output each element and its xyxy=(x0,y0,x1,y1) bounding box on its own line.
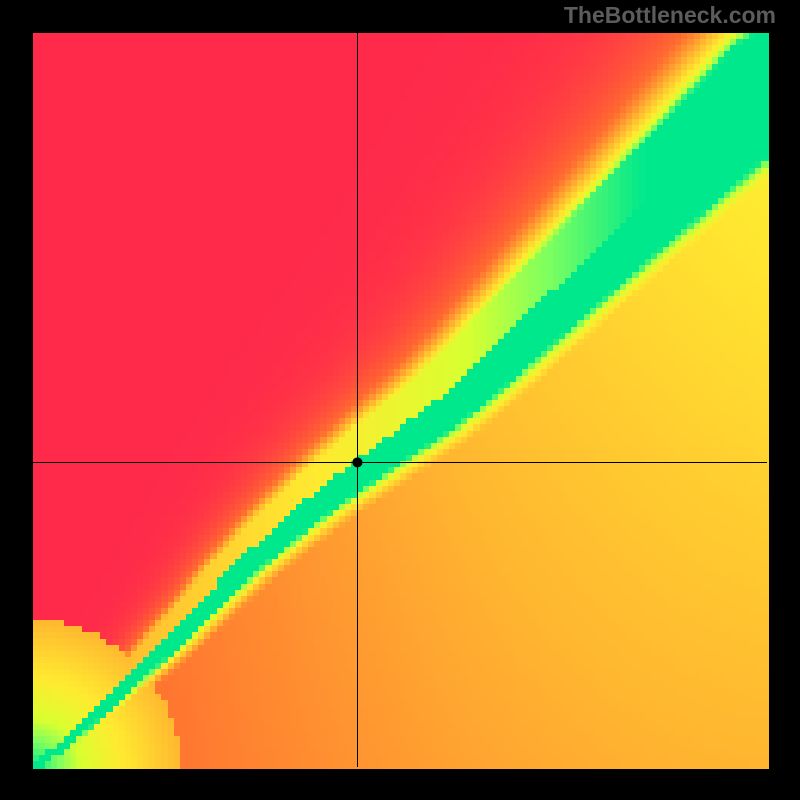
bottleneck-heatmap xyxy=(0,0,800,800)
watermark-text: TheBottleneck.com xyxy=(564,2,776,29)
chart-container: TheBottleneck.com xyxy=(0,0,800,800)
